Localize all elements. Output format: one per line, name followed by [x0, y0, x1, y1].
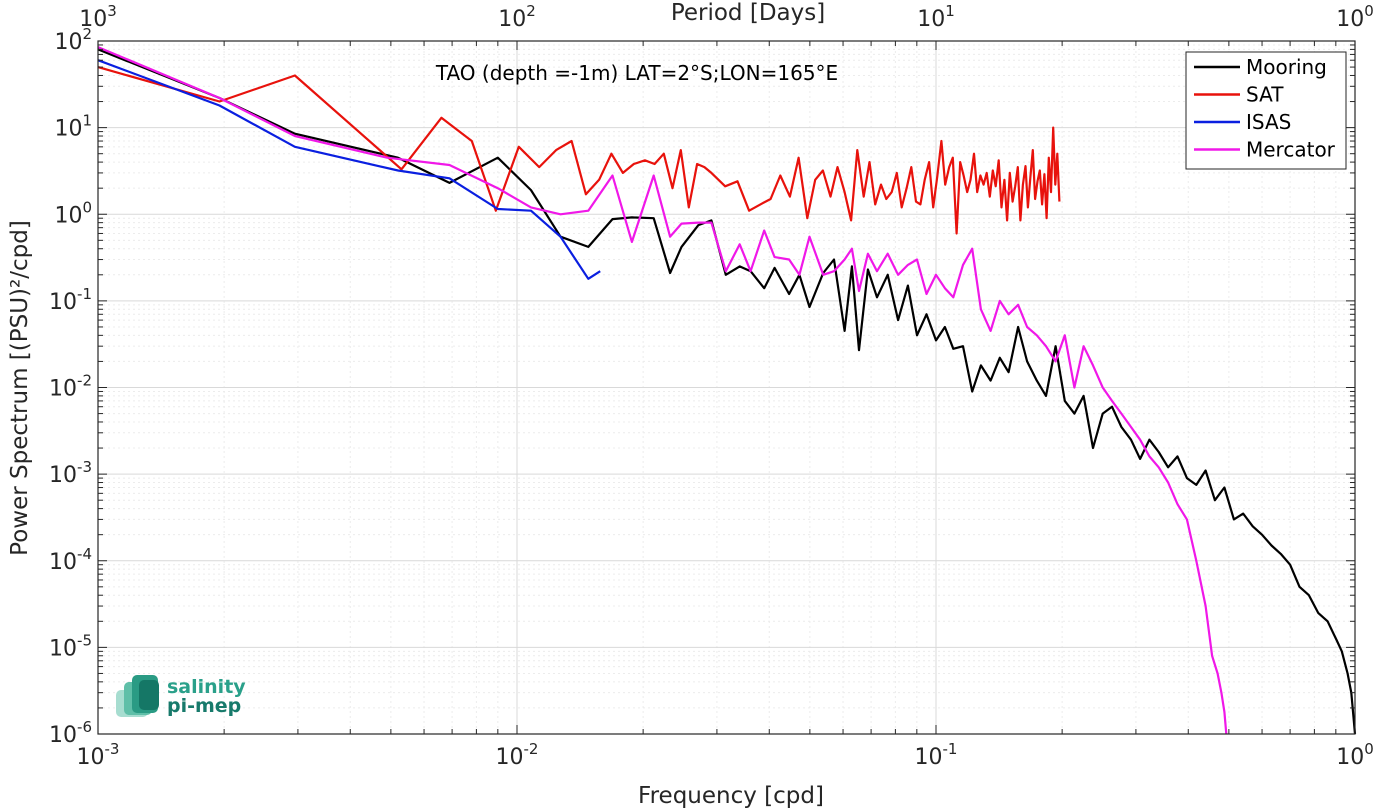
y-tick-label: 10-6 [49, 718, 92, 748]
plot-title: TAO (depth =-1m) LAT=2°S;LON=165°E [435, 61, 838, 85]
top-tick-label: 101 [917, 2, 955, 32]
y-tick-label: 101 [54, 112, 92, 142]
y-tick-label: 10-5 [49, 631, 92, 661]
y-axis-label: Power Spectrum [(PSU)²/cpd] [7, 220, 33, 556]
series-line-sat [97, 66, 1061, 235]
y-tick-label: 10-3 [49, 458, 92, 488]
x-axis-label: Frequency [cpd] [638, 783, 824, 809]
y-tick-label: 10-1 [49, 285, 92, 315]
x-tick-label: 100 [1336, 740, 1374, 770]
legend-label-sat: SAT [1246, 83, 1284, 107]
y-tick-label: 10-2 [49, 372, 92, 402]
top-tick-label: 100 [1336, 2, 1374, 32]
series-line-mooring [97, 48, 1357, 735]
series-line-mercator [97, 46, 1228, 735]
top-tick-label: 102 [498, 2, 536, 32]
series-layer [97, 46, 1357, 735]
top-axis-label: Period [Days] [671, 0, 825, 26]
salinity-pi-mep-logo: salinity pi-mep [116, 675, 246, 717]
logo-wave-4 [139, 680, 159, 710]
x-tick-label: 10-1 [915, 740, 958, 770]
y-tick-label: 102 [54, 25, 92, 55]
x-tick-label: 10-3 [77, 740, 120, 770]
series-line-isas [97, 59, 601, 280]
y-tick-label: 10-4 [49, 545, 92, 575]
x-tick-label: 10-2 [496, 740, 539, 770]
y-tick-label: 100 [54, 198, 92, 228]
legend-label-mooring: Mooring [1246, 55, 1327, 79]
logo-text-line1: salinity [167, 676, 246, 698]
tick-marks [97, 41, 1355, 735]
legend-label-isas: ISAS [1246, 110, 1291, 134]
top-tick-label: 103 [79, 2, 117, 32]
legend: Mooring SAT ISAS Mercator [1185, 51, 1347, 170]
logo-text-line2: pi-mep [167, 695, 241, 717]
legend-label-mercator: Mercator [1246, 138, 1336, 162]
